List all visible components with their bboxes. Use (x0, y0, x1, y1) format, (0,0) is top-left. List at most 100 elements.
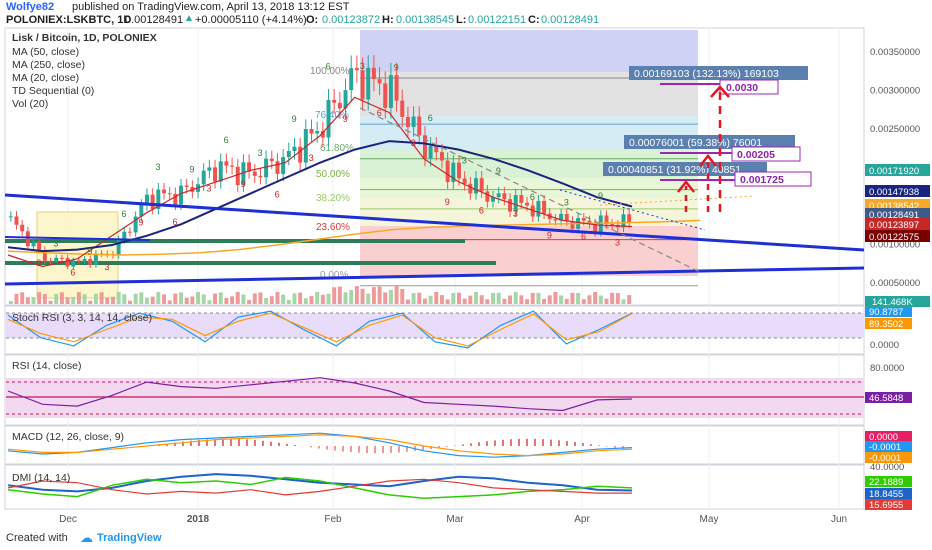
tradingview-brand[interactable]: TradingView (97, 532, 162, 544)
volume-bar (570, 292, 575, 304)
legend-vol[interactable]: Vol (20) (12, 98, 49, 110)
volume-bar (264, 297, 269, 304)
target-box-3[interactable] (603, 162, 767, 176)
volume-bar (127, 300, 132, 304)
price-axis[interactable]: 0.003500000.003000000.002500000.00200000… (865, 47, 920, 511)
candle-body (201, 170, 206, 185)
orange-dotted-line[interactable] (599, 195, 756, 206)
candle-body (496, 193, 501, 198)
support-zone-lower[interactable] (5, 261, 496, 265)
candle-body (349, 68, 354, 91)
projection-dashed-line[interactable] (359, 107, 701, 273)
candle-body (513, 195, 518, 212)
volume-bar (400, 288, 405, 304)
volume-bar (513, 292, 518, 304)
indicator-value-tag (865, 452, 912, 463)
volume-bar (593, 292, 598, 304)
candle-body (564, 213, 569, 222)
legend-ma250[interactable]: MA (250, close) (12, 59, 85, 71)
publish-info: published on TradingView.com, April 13, … (72, 1, 350, 13)
target-value-box-2[interactable] (731, 146, 801, 162)
legend-stochrsi[interactable]: Stoch RSI (3, 3, 14, 14, close) (12, 312, 153, 324)
candle-body (536, 200, 541, 217)
volume-bar (286, 299, 291, 304)
time-axis[interactable]: Dec 2018 Feb Mar Apr May Jun (59, 514, 847, 525)
volume-bar (320, 294, 325, 304)
td-count: 9 (547, 230, 552, 240)
author-link[interactable]: Wolfye82 (6, 1, 55, 13)
arrow-up-icon (710, 85, 730, 98)
tradingview-logo-icon: ☁ (80, 530, 93, 545)
volume-bar (411, 293, 416, 304)
volume-bar (547, 295, 552, 304)
target-box-1-text: 0.00169103 (132.13%) 169103 (634, 68, 779, 80)
volume-bar (343, 292, 348, 304)
candle-body (281, 157, 286, 174)
legend-td[interactable]: TD Sequential (0) (12, 85, 95, 97)
td-count: 6 (581, 232, 586, 242)
candle-body (292, 146, 297, 152)
open-label: O: (306, 14, 319, 26)
macd-hist-bar (366, 446, 368, 454)
legend-ma20[interactable]: MA (20, close) (12, 72, 80, 84)
candle-body (405, 116, 410, 128)
macd-hist-bar (294, 444, 296, 446)
macd-hist-bar (190, 440, 192, 446)
short-trendline[interactable] (4, 236, 151, 241)
legend-rsi[interactable]: RSI (14, close) (12, 360, 82, 372)
candle-body (422, 135, 427, 159)
legend-dmi[interactable]: DMI (14, 14) (12, 472, 71, 484)
macd-hist-bar (494, 440, 496, 446)
macd-pane-border (4, 425, 865, 465)
candle-body (462, 178, 467, 184)
target-annotations[interactable]: 0.00169103 (132.13%) 169103 0.0030 0.000… (603, 66, 812, 187)
dotted-channel-line[interactable] (559, 189, 706, 231)
td-count: 3 (207, 184, 212, 194)
close-label: C: (528, 14, 540, 26)
close-value: 0.00128491 (541, 14, 600, 26)
candle-body (366, 67, 371, 100)
candle-body (116, 239, 121, 256)
candle-body (326, 99, 331, 138)
candle-body (491, 197, 496, 202)
target-box-2[interactable] (624, 135, 795, 149)
candle-body (610, 224, 615, 226)
support-zone-upper[interactable] (5, 239, 465, 243)
candle-body (337, 102, 342, 109)
candle-body (439, 152, 444, 161)
symbol-label: POLONIEX:LSKBTC, 1D (6, 14, 132, 26)
candle-body (127, 231, 132, 233)
macd-hist-bar (166, 443, 168, 446)
legend-ma50[interactable]: MA (50, close) (12, 46, 80, 58)
macd-hist-bar (350, 446, 352, 453)
target-box-1[interactable] (629, 66, 808, 80)
candle-body (247, 162, 252, 172)
descending-trendline[interactable] (4, 193, 865, 252)
candle-body (59, 257, 64, 259)
indicator-tick-label: 0.0000 (870, 340, 899, 351)
macd-hist-bar (462, 444, 464, 446)
fib-zone-23-0 (360, 226, 698, 276)
indicator-value-tag (865, 318, 912, 329)
volume-bar (133, 293, 138, 304)
volume-bar (48, 300, 53, 304)
macd-signal-line (7, 434, 633, 457)
candle-body (230, 165, 235, 167)
created-with-label: Created with (6, 532, 68, 544)
indicator-value-tag (865, 306, 912, 317)
volume-bar (20, 292, 25, 304)
candle-body (383, 83, 388, 108)
ascending-trendline[interactable] (4, 266, 865, 286)
dmi-minus-di-line (7, 478, 632, 496)
legend-macd[interactable]: MACD (12, 26, close, 9) (12, 431, 125, 443)
volume-bar (451, 293, 456, 304)
target-value-box-3[interactable] (734, 171, 812, 187)
macd-hist-bar (326, 446, 328, 450)
macd-hist-bar (206, 439, 208, 446)
volume-bar (598, 295, 603, 304)
target-arrows[interactable] (677, 85, 730, 212)
volume-bar (542, 299, 547, 304)
macd-hist-bar (582, 443, 584, 446)
td-count: 9 (138, 217, 143, 227)
